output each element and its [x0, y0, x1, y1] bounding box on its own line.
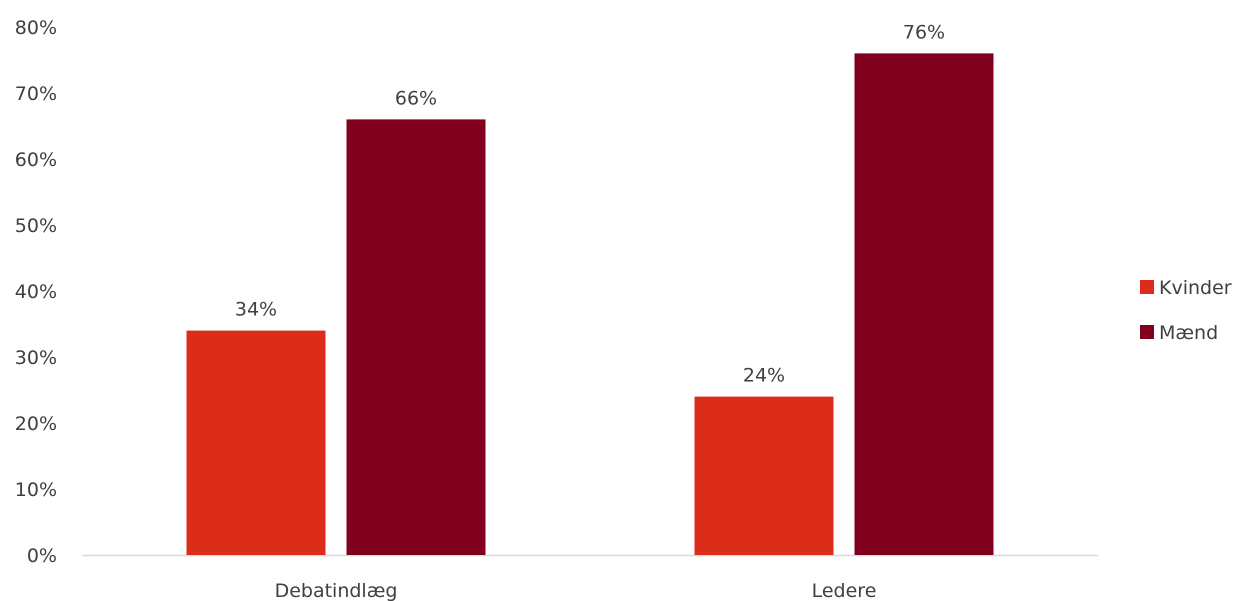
bar-maend	[854, 53, 994, 556]
y-axis-ticks: 0% 10% 20% 30% 40% 50% 60% 70% 80%	[15, 17, 57, 567]
y-tick-label: 60%	[15, 149, 57, 171]
y-tick-label: 0%	[27, 545, 57, 567]
bar-kvinder	[694, 396, 834, 555]
x-tick-label: Ledere	[812, 580, 877, 601]
y-tick-label: 10%	[15, 479, 57, 501]
data-label: 24%	[743, 365, 785, 387]
legend-swatch	[1140, 280, 1154, 294]
bar-kvinder	[186, 330, 326, 555]
data-label: 66%	[395, 87, 437, 109]
y-tick-label: 80%	[15, 17, 57, 39]
x-tick-label: Debatindlæg	[275, 580, 398, 601]
y-tick-label: 70%	[15, 83, 57, 105]
legend-swatch	[1140, 325, 1154, 339]
bars	[186, 53, 994, 556]
legend-label: Mænd	[1159, 322, 1218, 344]
y-tick-label: 40%	[15, 281, 57, 303]
legend-label: Kvinder	[1159, 277, 1232, 299]
data-label: 34%	[235, 299, 277, 321]
legend: Kvinder Mænd	[1140, 277, 1232, 344]
data-label: 76%	[903, 21, 945, 43]
y-tick-label: 20%	[15, 413, 57, 435]
data-labels: 34% 66% 24% 76%	[235, 21, 945, 386]
y-tick-label: 30%	[15, 347, 57, 369]
category-labels: Debatindlæg Ledere	[275, 580, 877, 601]
y-tick-label: 50%	[15, 215, 57, 237]
bar-maend	[346, 119, 486, 556]
